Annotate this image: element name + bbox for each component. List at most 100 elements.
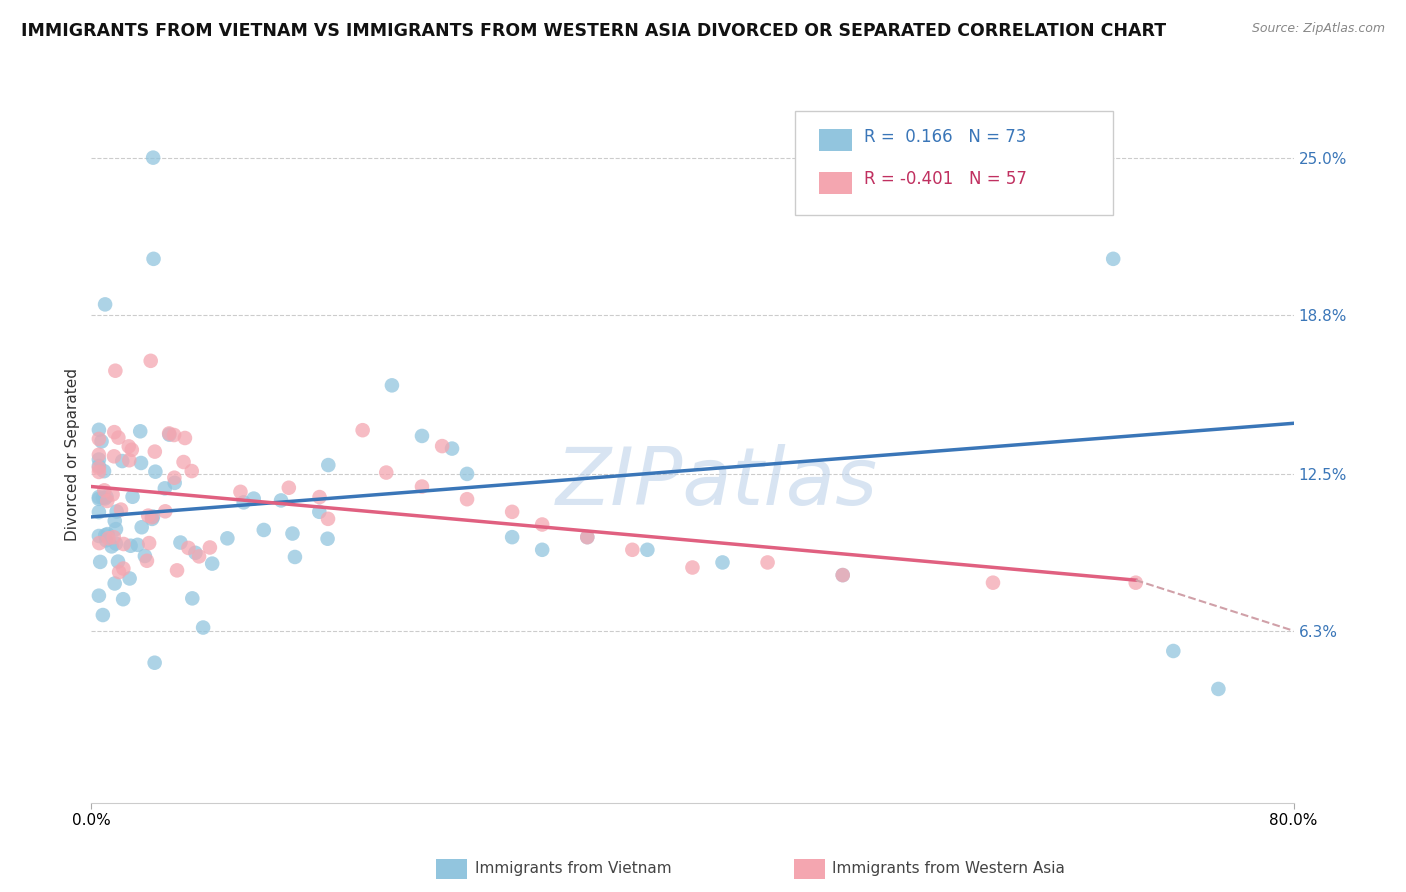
Point [94,491,117,506]
Point [87,458,110,473]
Point [157,427,180,442]
Point [180,464,202,478]
Point [121,442,143,457]
Point [87,491,110,506]
Point [308,490,330,504]
Point [531,542,554,557]
Point [177,541,200,555]
Point [284,549,307,564]
Point [198,541,221,555]
Point [381,378,404,392]
Point [87,529,110,543]
Point [191,621,214,635]
Point [316,458,339,472]
Point [253,523,276,537]
Point [142,151,165,165]
Point [87,490,110,504]
Point [94,533,117,548]
Point [112,537,135,551]
Point [1125,575,1147,590]
Point [104,364,127,378]
Point [107,555,129,569]
Point [120,539,142,553]
FancyBboxPatch shape [794,111,1114,215]
Point [174,431,197,445]
Point [232,495,254,509]
Point [711,556,734,570]
Point [112,561,135,575]
Point [93,483,115,498]
Point [981,575,1004,590]
Point [456,467,478,481]
Point [111,454,134,468]
Point [145,465,167,479]
Point [352,423,374,437]
Point [142,252,165,266]
Point [188,549,211,564]
Point [127,538,149,552]
Point [141,512,163,526]
Point [103,425,125,439]
Point [576,530,599,544]
Point [107,431,129,445]
Point [90,434,112,449]
Point [636,542,658,557]
Point [118,439,141,453]
Point [621,542,644,557]
Point [181,591,204,606]
Point [87,452,110,467]
Point [153,481,176,495]
Point [681,560,703,574]
Point [143,444,166,458]
Point [163,471,186,485]
Point [131,520,153,534]
Point [87,432,110,446]
Point [103,450,125,464]
Point [93,464,115,478]
Point [430,439,453,453]
Point [87,505,110,519]
Point [134,549,156,563]
Text: Immigrants from Western Asia: Immigrants from Western Asia [832,862,1066,876]
Point [91,608,114,623]
FancyBboxPatch shape [818,128,852,151]
Point [501,530,523,544]
Point [756,556,779,570]
Y-axis label: Divorced or Separated: Divorced or Separated [65,368,80,541]
Point [138,536,160,550]
Point [142,509,165,524]
Point [121,490,143,504]
Text: R = -0.401   N = 57: R = -0.401 N = 57 [865,169,1028,187]
Point [87,589,110,603]
Point [270,493,292,508]
Text: Source: ZipAtlas.com: Source: ZipAtlas.com [1251,22,1385,36]
Point [104,522,127,536]
Point [104,514,127,528]
Point [104,576,127,591]
Point [1161,644,1184,658]
Point [163,475,186,490]
Point [89,536,111,550]
Point [141,510,163,524]
Point [501,505,523,519]
Point [105,504,128,518]
Point [1102,252,1125,266]
Point [1208,681,1230,696]
Point [169,535,191,549]
Point [316,532,339,546]
Point [87,461,110,475]
Point [155,504,177,518]
Point [831,568,853,582]
Point [136,508,159,523]
Point [96,490,118,504]
Point [96,494,118,508]
Point [576,530,599,544]
Point [831,568,853,582]
Point [531,517,554,532]
Point [201,557,224,571]
Point [139,354,162,368]
Point [242,491,264,506]
Point [129,456,152,470]
Point [87,448,110,462]
Point [96,527,118,541]
